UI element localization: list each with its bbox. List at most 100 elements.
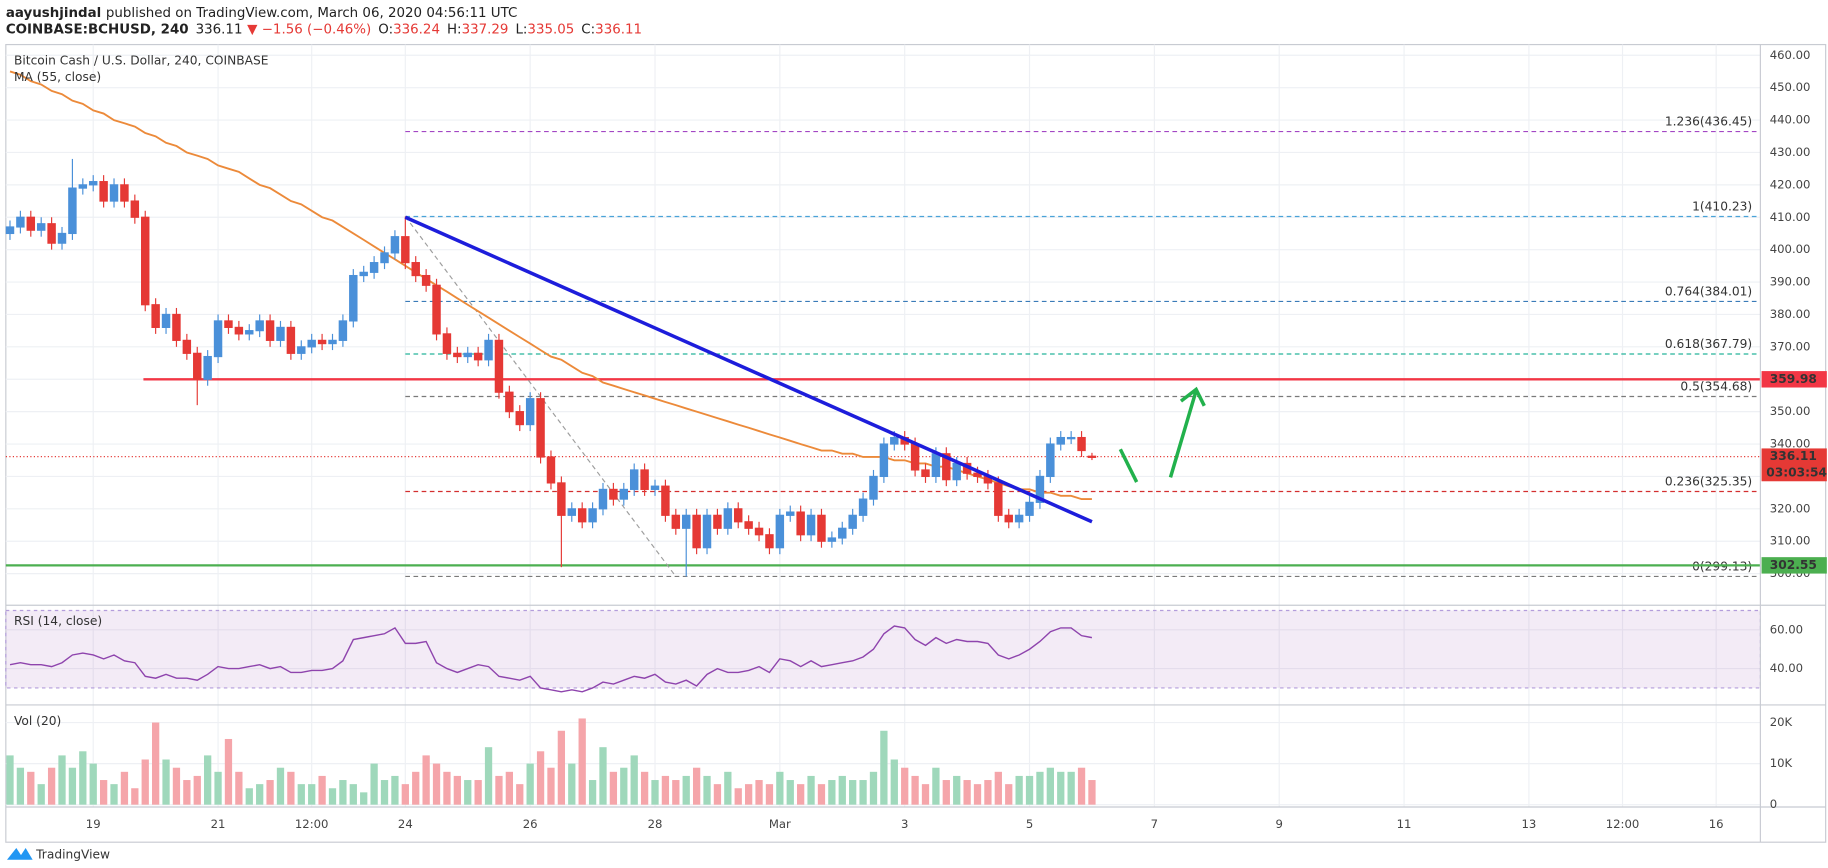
candle-body <box>338 320 348 341</box>
level-tag <box>1761 557 1827 574</box>
candle-body <box>1087 455 1097 458</box>
candle-body <box>858 498 868 516</box>
volume-bar <box>620 767 628 805</box>
candle-body <box>484 339 493 361</box>
volume-bar <box>79 751 87 805</box>
y-tick-label: 400.00 <box>1770 242 1811 256</box>
x-tick-label: 12:00 <box>295 817 329 831</box>
volume-bar <box>828 780 836 805</box>
x-tick-label: 13 <box>1521 817 1536 831</box>
volume-bar <box>235 771 243 805</box>
candle-body <box>276 326 285 341</box>
candle-body <box>328 339 337 345</box>
volume-bar <box>495 775 503 805</box>
candle-body <box>879 443 889 478</box>
chart-title: Bitcoin Cash / U.S. Dollar, 240, COINBAS… <box>14 53 268 67</box>
volume-bar <box>6 755 14 805</box>
ohlc-key: H: <box>447 22 462 37</box>
volume-bar <box>776 771 784 805</box>
candle-body <box>536 398 545 458</box>
fib-label: 0.764(384.01) <box>1665 285 1752 299</box>
volume-bar <box>370 763 378 805</box>
fib-label: 0(299.13) <box>1692 560 1752 574</box>
ohlc-value: 335.05 <box>527 22 574 37</box>
candle-body <box>723 508 733 529</box>
ohlc-key: C: <box>581 22 595 37</box>
candle-body <box>78 184 88 189</box>
candle-body <box>494 339 504 393</box>
volume-bar <box>817 784 826 805</box>
volume-bar <box>703 775 711 805</box>
candle-body <box>754 527 764 536</box>
volume-bar <box>484 747 493 805</box>
trendline <box>404 215 1093 524</box>
x-tick-label: 21 <box>211 817 226 831</box>
volume-bar <box>963 780 971 805</box>
volume-bar <box>453 775 461 805</box>
volume-bar <box>672 780 680 805</box>
volume-bar <box>516 784 524 805</box>
last: 336.11 <box>196 22 243 37</box>
candle-body <box>827 537 837 542</box>
volume-bar <box>942 780 950 805</box>
volume-bar <box>183 780 191 805</box>
candle-body <box>515 411 524 426</box>
published: published on TradingView.com, March 06, … <box>106 6 517 21</box>
volume-bar <box>276 767 285 805</box>
candle-body <box>245 330 254 335</box>
fib-label: 0.236(325.35) <box>1665 475 1752 489</box>
volume-bar <box>16 767 25 805</box>
candle-body <box>786 511 795 516</box>
volume-bar <box>734 788 742 805</box>
candle-body <box>224 320 233 328</box>
candle-body <box>473 352 483 361</box>
volume-bar <box>37 784 45 805</box>
x-tick-label: 3 <box>901 817 908 831</box>
candle-body <box>369 262 379 273</box>
volume-bar <box>901 767 909 805</box>
volume-bar <box>630 755 638 805</box>
candle-body <box>234 326 244 335</box>
candle-body <box>546 456 556 484</box>
x-tick-label: 7 <box>1151 817 1158 831</box>
volume-bar <box>588 780 597 805</box>
candle-body <box>130 200 140 218</box>
volume-bar <box>1088 780 1096 805</box>
candle-body <box>567 508 577 516</box>
volume-bar <box>890 759 898 805</box>
volume-bar <box>380 780 389 805</box>
volume-bar <box>536 751 545 805</box>
y-tick-label: 380.00 <box>1770 307 1811 321</box>
candle-body <box>172 313 181 341</box>
y-tick-label: 20K <box>1770 715 1793 729</box>
candle-body <box>421 274 431 286</box>
volume-bar <box>640 771 649 805</box>
candle-body <box>629 469 639 490</box>
volume-bar <box>599 747 607 805</box>
volume-bar <box>27 771 35 805</box>
y-tick-label: 10K <box>1770 756 1793 770</box>
candle-body <box>390 236 400 254</box>
candle-body <box>453 352 462 358</box>
candle-body <box>5 226 15 235</box>
volume-bar <box>651 780 659 805</box>
y-tick-label: 60.00 <box>1770 622 1803 636</box>
volume-bar <box>141 759 149 805</box>
candle-body <box>931 453 941 478</box>
candle-body <box>598 488 608 510</box>
ohlc-key: L: <box>515 22 527 37</box>
volume-bar <box>994 771 1002 805</box>
y-tick-label: 460.00 <box>1770 48 1811 62</box>
candle-body <box>640 469 649 490</box>
candle-body <box>120 184 129 202</box>
volume-bar <box>422 755 430 805</box>
x-tick-label: 26 <box>523 817 538 831</box>
arrow <box>1168 386 1206 478</box>
y-tick-label: 340.00 <box>1770 437 1811 451</box>
volume-bar <box>692 767 701 805</box>
volume-bar <box>505 771 514 805</box>
volume-bar <box>755 780 763 805</box>
candle-body <box>141 216 150 306</box>
